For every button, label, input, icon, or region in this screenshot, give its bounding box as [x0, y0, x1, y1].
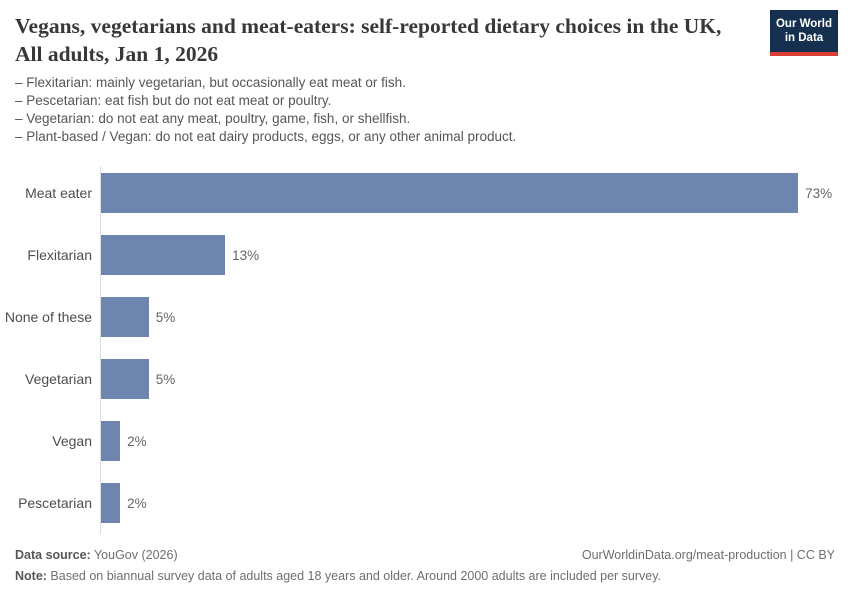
subtitle-line: – Pescetarian: eat fish but do not eat m… [15, 93, 332, 108]
category-label: Meat eater [25, 185, 92, 201]
bar[interactable] [101, 421, 121, 461]
category-label: None of these [4, 309, 92, 325]
owid-logo-line2: in Data [784, 32, 824, 45]
owid-link[interactable]: OurWorldinData.org/meat-production | CC … [581, 548, 835, 562]
bar[interactable] [101, 173, 799, 213]
chart-title: Vegans, vegetarians and meat-eaters: sel… [15, 14, 722, 67]
chart-row: Vegetarian 5% [0, 348, 850, 410]
bar-chart: Meat eater 73% Flexitarian 13% None of these… [0, 162, 850, 534]
chart-row: None of these 5% [0, 286, 850, 348]
bar[interactable] [101, 235, 226, 275]
value-label: 5% [155, 309, 176, 325]
chart-subtitle: – Flexitarian: mainly vegetarian, but oc… [15, 74, 715, 146]
category-label: Vegan [52, 433, 92, 449]
chart-footer: Data source: YouGov (2026) OurWorldinDat… [15, 545, 835, 587]
subtitle-line: – Flexitarian: mainly vegetarian, but oc… [15, 75, 406, 90]
y-axis-line [100, 166, 101, 534]
bar[interactable] [101, 359, 149, 399]
chart-row: Pescetarian 2% [0, 472, 850, 534]
chart-row: Flexitarian 13% [0, 224, 850, 286]
data-source-label: Data source: [15, 548, 91, 562]
value-label: 73% [805, 185, 833, 201]
value-label: 13% [232, 247, 260, 263]
data-source: Data source: YouGov (2026) [15, 545, 178, 566]
category-label: Vegetarian [25, 371, 92, 387]
subtitle-line: – Vegetarian: do not eat any meat, poult… [15, 111, 411, 126]
note-label: Note: [15, 569, 47, 583]
chart-row: Meat eater 73% [0, 162, 850, 224]
value-label: 2% [127, 495, 147, 511]
bar[interactable] [101, 483, 121, 523]
owid-logo[interactable]: Our World in Data [770, 10, 838, 56]
note-value: Based on biannual survey data of adults … [46, 569, 662, 583]
data-source-value: YouGov (2026) [90, 548, 178, 562]
category-label: Pescetarian [18, 495, 92, 511]
owid-logo-line1: Our World [775, 18, 832, 30]
note: Note: Based on biannual survey data of a… [15, 566, 835, 587]
bar[interactable] [101, 297, 149, 337]
subtitle-line: – Plant-based / Vegan: do not eat dairy … [15, 129, 517, 144]
value-label: 2% [127, 433, 147, 449]
value-label: 5% [155, 371, 176, 387]
category-label: Flexitarian [27, 247, 92, 263]
chart-row: Vegan 2% [0, 410, 850, 472]
